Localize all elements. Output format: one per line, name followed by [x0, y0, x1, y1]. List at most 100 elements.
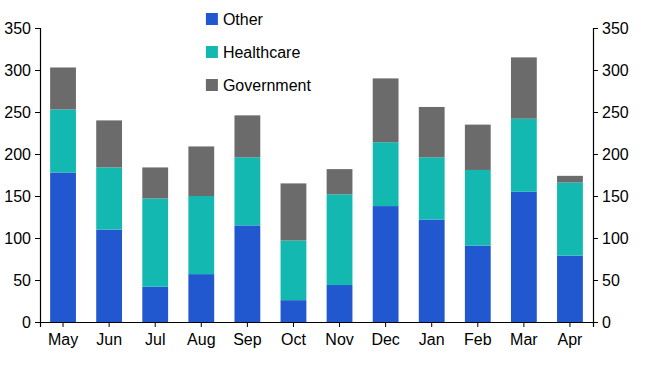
tick: Mar [510, 322, 538, 348]
tick-mark [569, 322, 570, 327]
tick: 0 [22, 314, 40, 331]
bar [327, 169, 353, 194]
tick-label: Oct [281, 331, 306, 348]
tick-label: 200 [602, 146, 629, 163]
tick-label: 350 [602, 20, 629, 37]
tick-label: 250 [602, 104, 629, 121]
x-axis: May Jun Jul Aug Sep Oct Nov Dec Jan Feb Mar Apr [41, 322, 594, 348]
tick-label: 100 [4, 230, 31, 247]
bar [327, 194, 353, 285]
tick: 300 [4, 62, 40, 79]
tick: 200 [4, 146, 40, 163]
bars [50, 57, 583, 322]
tick-mark [201, 322, 202, 327]
tick-mark [593, 280, 598, 281]
legend-swatch [206, 46, 218, 58]
bar [465, 170, 491, 246]
bar [50, 67, 76, 109]
tick-label: 50 [602, 272, 620, 289]
tick: 150 [4, 188, 40, 205]
tick-mark [593, 154, 598, 155]
bar [281, 241, 307, 301]
tick-label: 350 [4, 20, 31, 37]
bar [188, 196, 214, 274]
tick: Jun [96, 322, 122, 348]
tick: 200 [593, 146, 629, 163]
tick: Apr [558, 322, 584, 348]
tick-mark [593, 70, 598, 71]
bar [281, 183, 307, 240]
bar [96, 230, 122, 322]
legend-item: Healthcare [206, 44, 300, 61]
tick: 350 [593, 20, 629, 37]
legend-item: Government [206, 77, 312, 94]
tick-mark [35, 322, 40, 323]
tick-mark [35, 196, 40, 197]
tick-label: Jan [419, 331, 445, 348]
legend-label: Other [223, 11, 264, 28]
tick: 50 [13, 272, 40, 289]
tick: Sep [233, 322, 262, 348]
series-1 [50, 109, 583, 300]
tick-mark [477, 322, 478, 327]
tick: 250 [593, 104, 629, 121]
bar [373, 78, 399, 142]
bar [373, 206, 399, 322]
bar [96, 120, 122, 167]
tick-mark [339, 322, 340, 327]
bar [511, 57, 537, 118]
bar [557, 256, 583, 322]
tick-mark [35, 280, 40, 281]
tick-label: Feb [464, 331, 492, 348]
tick-label: 0 [602, 314, 611, 331]
tick-label: Aug [187, 331, 215, 348]
tick: 300 [593, 62, 629, 79]
legend-label: Government [223, 77, 312, 94]
plot: 0 50 100 150 200 250 300 350 0 50 100 150 200 250 300 3… [4, 20, 629, 349]
tick-label: May [48, 331, 78, 348]
bar [234, 157, 260, 225]
tick: Jan [419, 322, 445, 348]
tick: Dec [371, 322, 399, 348]
tick-label: Apr [558, 331, 584, 348]
bar [142, 287, 168, 322]
bar [465, 125, 491, 170]
tick-label: Dec [371, 331, 399, 348]
bar [234, 115, 260, 157]
tick-label: Mar [510, 331, 538, 348]
tick-label: 50 [13, 272, 31, 289]
bar [234, 225, 260, 322]
tick: Aug [187, 322, 215, 348]
tick-mark [35, 28, 40, 29]
bar [50, 172, 76, 322]
series-2 [50, 57, 583, 240]
tick: Jul [145, 322, 165, 348]
bar [188, 274, 214, 322]
tick-mark [155, 322, 156, 327]
legend-item: Other [206, 11, 264, 28]
tick-mark [109, 322, 110, 327]
bar [419, 220, 445, 322]
bar [50, 109, 76, 172]
tick: 50 [593, 272, 620, 289]
tick-label: 300 [4, 62, 31, 79]
bar [419, 107, 445, 157]
tick: 100 [593, 230, 629, 247]
tick-label: Sep [233, 331, 262, 348]
bar [557, 176, 583, 183]
tick-label: 150 [4, 188, 31, 205]
tick-label: 250 [4, 104, 31, 121]
tick-mark [293, 322, 294, 327]
bar [96, 167, 122, 229]
tick-label: 100 [602, 230, 629, 247]
axis-line [41, 323, 594, 328]
tick-mark [523, 322, 524, 327]
tick-label: Nov [325, 331, 353, 348]
tick-mark [431, 322, 432, 327]
tick-mark [35, 154, 40, 155]
tick-mark [593, 196, 598, 197]
tick: 350 [4, 20, 40, 37]
series-0 [50, 172, 583, 322]
legend-swatch [206, 13, 218, 25]
tick-label: 150 [602, 188, 629, 205]
